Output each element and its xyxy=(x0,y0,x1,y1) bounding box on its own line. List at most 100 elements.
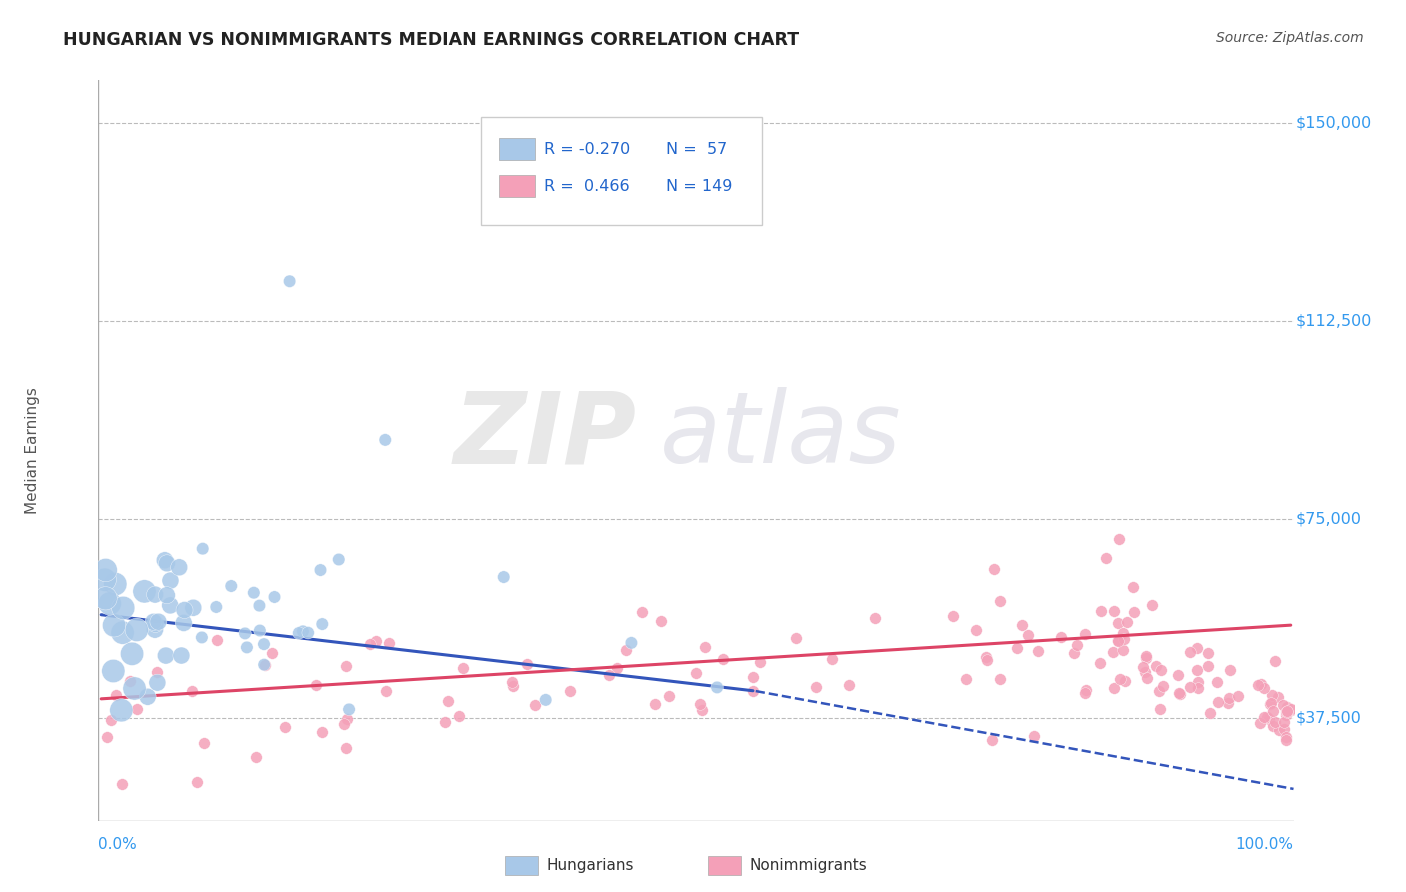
Point xyxy=(1279,703,1302,717)
Point xyxy=(337,702,360,716)
Point xyxy=(449,709,471,723)
Point xyxy=(981,733,1004,747)
Point xyxy=(278,274,301,288)
Point xyxy=(620,636,643,650)
Point xyxy=(1264,715,1286,730)
Point xyxy=(145,665,167,680)
Point xyxy=(143,623,166,637)
Point xyxy=(1102,604,1125,618)
Point xyxy=(156,557,179,571)
Point xyxy=(534,693,557,707)
Text: 0.0%: 0.0% xyxy=(98,837,138,852)
Point xyxy=(1114,673,1136,688)
Point xyxy=(249,599,271,613)
Point xyxy=(749,655,772,669)
Point xyxy=(1249,716,1271,731)
Point xyxy=(311,617,333,632)
Point xyxy=(1275,705,1298,719)
Point xyxy=(1063,646,1085,660)
Point xyxy=(1142,599,1164,613)
Point xyxy=(125,702,148,716)
Point xyxy=(1090,604,1112,618)
Point xyxy=(1168,687,1191,701)
Point xyxy=(974,650,997,665)
Point xyxy=(1026,644,1049,658)
Point xyxy=(1135,649,1157,664)
Point xyxy=(103,618,125,632)
Point xyxy=(1260,696,1282,710)
Point xyxy=(1088,657,1111,671)
Point xyxy=(143,588,166,602)
Point xyxy=(1263,704,1285,718)
Point xyxy=(1114,632,1136,647)
Point xyxy=(1216,696,1239,710)
Point xyxy=(191,541,214,556)
Point xyxy=(291,624,314,639)
FancyBboxPatch shape xyxy=(481,118,762,225)
Point xyxy=(1116,615,1139,629)
Point xyxy=(1279,702,1302,716)
Point xyxy=(111,625,134,640)
Point xyxy=(976,653,998,667)
Point xyxy=(1066,638,1088,652)
Point xyxy=(965,623,987,637)
Point xyxy=(614,643,637,657)
Point xyxy=(1275,733,1298,747)
Point xyxy=(245,749,267,764)
Text: atlas: atlas xyxy=(661,387,901,484)
Point xyxy=(1180,680,1202,694)
Point xyxy=(1122,580,1144,594)
Text: $150,000: $150,000 xyxy=(1296,115,1372,130)
Point xyxy=(711,651,734,665)
Point xyxy=(1112,643,1135,657)
Point xyxy=(1267,690,1289,704)
Point xyxy=(118,674,141,689)
Point xyxy=(110,703,132,717)
Point xyxy=(1247,678,1270,692)
Point xyxy=(1094,550,1116,565)
Point xyxy=(1133,665,1156,680)
Point xyxy=(1149,683,1171,698)
Point xyxy=(983,562,1005,576)
Point xyxy=(288,626,311,640)
Point xyxy=(205,599,228,614)
Point xyxy=(1150,663,1173,677)
Point xyxy=(260,647,283,661)
Point xyxy=(104,577,127,591)
Point xyxy=(335,741,357,756)
Point xyxy=(516,657,538,672)
Text: Source: ZipAtlas.com: Source: ZipAtlas.com xyxy=(1216,31,1364,45)
Point xyxy=(650,614,672,628)
Point xyxy=(98,597,121,611)
Point xyxy=(1107,634,1129,648)
Point xyxy=(502,679,524,693)
Point xyxy=(1198,706,1220,720)
Point xyxy=(1112,626,1135,640)
Point xyxy=(865,611,887,625)
Point xyxy=(336,712,359,726)
Point xyxy=(94,563,117,577)
Point xyxy=(1011,618,1033,632)
Point xyxy=(1218,690,1240,705)
Point xyxy=(821,652,844,666)
Point xyxy=(1132,660,1154,674)
Text: $37,500: $37,500 xyxy=(1296,710,1362,725)
Point xyxy=(1149,702,1171,716)
Point xyxy=(167,560,190,574)
Point xyxy=(1275,708,1298,723)
Point xyxy=(1219,663,1241,677)
Text: N =  57: N = 57 xyxy=(666,142,727,157)
Point xyxy=(94,591,117,606)
Point xyxy=(186,775,208,789)
Text: N = 149: N = 149 xyxy=(666,178,733,194)
Point xyxy=(523,698,546,712)
Point xyxy=(1261,688,1284,702)
Point xyxy=(159,574,181,588)
Point xyxy=(377,636,399,650)
Point xyxy=(1187,681,1209,695)
Text: Median Earnings: Median Earnings xyxy=(25,387,41,514)
Point xyxy=(433,715,456,730)
Point xyxy=(1107,633,1129,648)
Point xyxy=(1250,676,1272,690)
Point xyxy=(1258,697,1281,711)
